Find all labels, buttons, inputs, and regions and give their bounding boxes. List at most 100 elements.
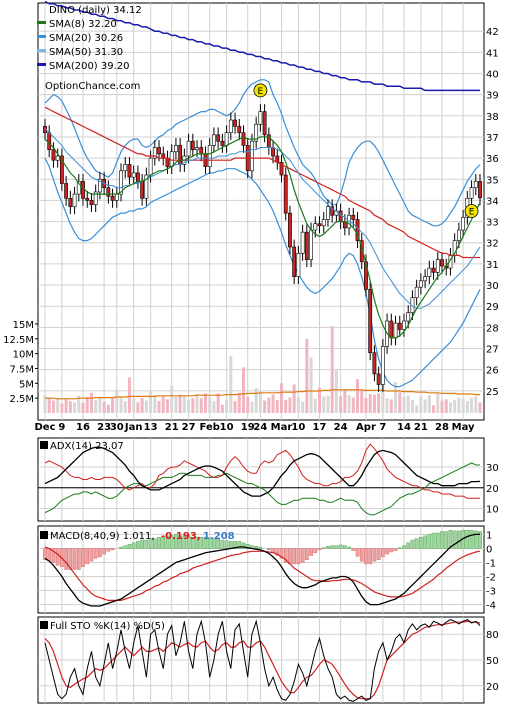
macd-histogram-bar: [347, 546, 351, 549]
macd-histogram-bar: [43, 548, 47, 560]
macd-histogram-bar: [216, 539, 221, 549]
date-label: Apr: [356, 422, 376, 433]
volume-bar: [453, 399, 457, 413]
macd-histogram-bar: [376, 548, 381, 560]
candle-down: [440, 259, 444, 267]
candle-up: [393, 322, 398, 339]
price-tick-label: 36: [486, 154, 499, 165]
price-tick-label: 31: [486, 260, 499, 271]
volume-bar: [60, 403, 64, 413]
upper-band-line: [44, 79, 481, 227]
macd-histogram-bar: [288, 548, 292, 565]
volume-bar: [288, 397, 292, 413]
price-panel-frame: [37, 2, 485, 421]
price-tick-label: 29: [486, 302, 499, 313]
candle-up: [131, 172, 136, 178]
macd-panel-tick-label: 1: [486, 530, 492, 541]
volume-bar: [368, 394, 372, 413]
macd-histogram-bar: [212, 538, 216, 549]
volume-bar: [415, 405, 419, 413]
price-tick-label: 37: [486, 133, 499, 144]
legend-item: SMA(200) 39.20: [49, 61, 130, 72]
macd-histogram-bar: [452, 530, 457, 549]
candle-down: [89, 200, 94, 205]
volume-average-line: [45, 389, 480, 400]
candle-down: [157, 147, 161, 155]
macd-histogram-bar: [195, 536, 199, 549]
candle-down: [317, 223, 322, 227]
macd-histogram-bar: [326, 546, 330, 549]
macd-histogram-bar: [228, 541, 233, 549]
macd-histogram-bar: [304, 548, 309, 560]
volume-bar: [436, 393, 440, 413]
adx-panel-tick-label: 20: [486, 484, 499, 495]
candle-down: [304, 231, 309, 260]
volume-bar: [73, 402, 77, 413]
volume-tick-label: 5M: [19, 379, 34, 390]
macd-histogram-bar: [207, 537, 212, 549]
candle-down: [283, 174, 288, 214]
candle-up: [469, 187, 474, 199]
volume-bar: [326, 395, 330, 413]
candle-down: [140, 181, 145, 199]
volume-bar: [419, 396, 423, 413]
legend-item: SMA(50) 31.30: [49, 47, 123, 58]
sto-d-line: [44, 620, 481, 700]
volume-bar: [398, 392, 402, 413]
volume-bar: [271, 394, 275, 413]
macd-histogram-bar: [435, 532, 440, 549]
macd-histogram-bar: [321, 547, 326, 549]
candle-down: [372, 352, 377, 375]
macd-histogram-bar: [419, 536, 423, 549]
macd-histogram-bar: [174, 534, 178, 549]
volume-bar: [115, 389, 119, 413]
volume-bar: [199, 398, 203, 413]
volume-bar: [132, 397, 136, 413]
candle-down: [220, 140, 225, 146]
volume-bar: [389, 399, 393, 413]
macd-signal-value: -0.193,: [161, 531, 201, 542]
volume-bar: [43, 395, 47, 413]
candle-up: [402, 320, 406, 330]
adx-panel-tick-label: 30: [486, 463, 499, 474]
plus-di-line: [44, 462, 480, 516]
macd-histogram-bar: [423, 535, 427, 549]
macd-histogram-bar: [85, 548, 90, 565]
volume-bar: [406, 395, 410, 413]
volume-bar: [478, 402, 482, 413]
legend-swatch: [37, 21, 46, 24]
macd-histogram-bar: [266, 548, 271, 551]
date-label: Mar: [271, 422, 293, 433]
date-label: 21: [414, 422, 428, 433]
chart-legend: DINO (daily) 34.12 SMA(8) 32.20 SMA(20) 30…: [37, 5, 142, 92]
candle-down: [233, 119, 237, 127]
candle-down: [237, 126, 242, 134]
volume-bar: [301, 401, 305, 413]
date-label: 23: [97, 422, 111, 433]
volume-bar: [394, 382, 398, 413]
macd-histogram-bar: [182, 535, 187, 549]
candle-up: [212, 134, 216, 146]
date-label: 9: [58, 422, 65, 433]
price-tick-label: 40: [486, 69, 499, 80]
volume-bar: [296, 397, 300, 413]
candle-down: [389, 320, 394, 339]
candle-up: [76, 181, 81, 195]
candle-down: [279, 162, 284, 176]
macd-histogram-bar: [385, 548, 389, 555]
volume-bar: [64, 399, 68, 413]
candle-up: [380, 346, 385, 385]
candle-down: [59, 155, 64, 184]
volume-bar: [140, 398, 144, 413]
price-tick-label: 25: [486, 387, 499, 398]
candle-up: [254, 123, 259, 142]
volume-bar: [474, 396, 478, 413]
macd-histogram-bar: [473, 530, 478, 549]
candle-up: [174, 145, 178, 153]
sto-k-line: [44, 619, 481, 702]
minus-di-line: [44, 443, 480, 499]
sto-panel-tick-label: 80: [486, 630, 499, 641]
candle-down: [216, 134, 221, 142]
price-tick-label: 32: [486, 239, 499, 250]
